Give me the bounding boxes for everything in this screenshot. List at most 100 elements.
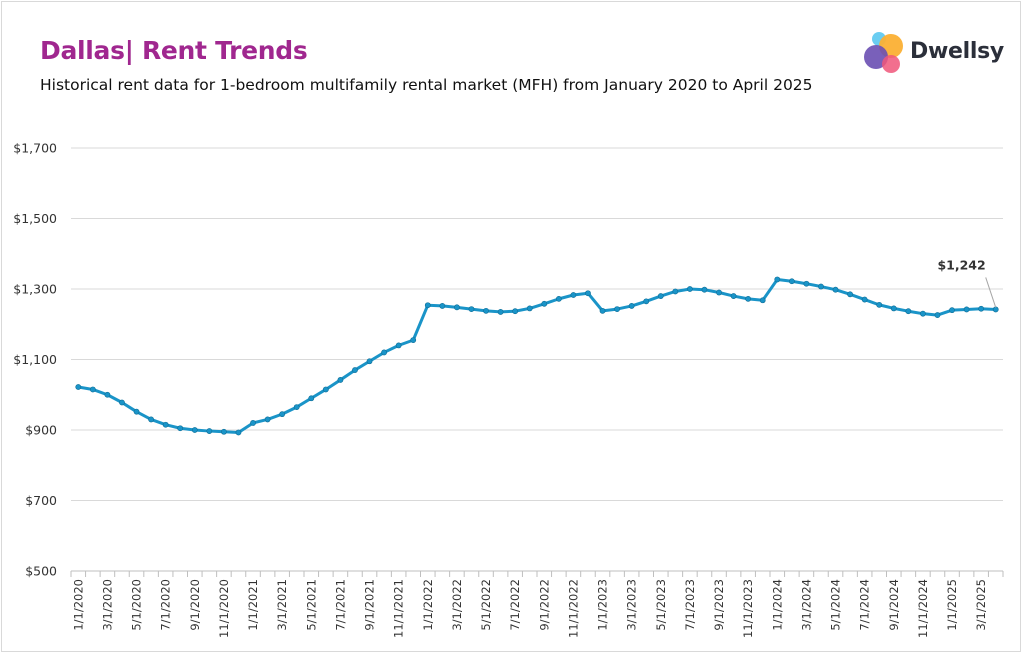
data-point (934, 312, 941, 318)
data-point (206, 428, 213, 434)
x-tick-label: 5/1/2023 (654, 579, 668, 631)
x-tick-label: 1/1/2021 (246, 579, 260, 631)
x-tick-label: 3/1/2022 (450, 579, 464, 631)
data-point (454, 304, 460, 311)
x-tick-label: 3/1/2020 (100, 579, 114, 631)
data-point (701, 286, 708, 293)
data-point (585, 290, 591, 297)
y-tick-label: $900 (25, 423, 57, 438)
data-point (308, 395, 315, 402)
data-point (774, 276, 781, 283)
data-point (410, 337, 417, 344)
data-point (730, 293, 737, 299)
series-markers (75, 276, 999, 436)
x-tick-label: 5/1/2024 (829, 579, 843, 631)
x-tick-label: 7/1/2024 (858, 579, 872, 631)
chart-subtitle: Historical rent data for 1-bedroom multi… (40, 76, 813, 94)
x-tick-label: 5/1/2021 (304, 579, 318, 631)
x-tick-label: 1/1/2020 (71, 579, 85, 631)
x-tick-label: 11/1/2020 (217, 579, 231, 638)
data-point (148, 416, 154, 423)
x-tick-label: 3/1/2021 (275, 579, 289, 631)
x-tick-label: 9/1/2021 (363, 579, 377, 631)
series-line (78, 277, 996, 434)
x-tick-label: 3/1/2023 (625, 579, 639, 631)
y-tick-label: $1,300 (13, 282, 57, 297)
data-point (264, 416, 271, 423)
data-point (162, 421, 169, 428)
x-tick-label: 11/1/2023 (741, 579, 755, 638)
chart-title: Dallas| Rent Trends (40, 36, 308, 65)
x-tick-label: 9/1/2024 (887, 579, 901, 631)
data-point (716, 289, 722, 296)
data-point (541, 300, 548, 307)
x-tick-label: 11/1/2021 (392, 579, 406, 638)
data-point (75, 384, 82, 390)
brand-logo: Dwellsy (862, 30, 1004, 76)
x-tick-label: 1/1/2024 (770, 579, 784, 631)
x-tick-label: 11/1/2024 (916, 579, 930, 638)
x-tick-label: 1/1/2022 (421, 579, 435, 631)
x-tick-label: 5/1/2022 (479, 579, 493, 631)
data-point (978, 305, 985, 312)
x-tick-label: 11/1/2022 (566, 579, 580, 638)
data-point (905, 308, 912, 315)
data-point (250, 420, 256, 426)
data-point (337, 377, 344, 383)
annotation-label: $1,242 (937, 257, 985, 272)
data-point (512, 308, 519, 315)
data-point (876, 301, 883, 308)
y-tick-label: $1,500 (13, 211, 57, 226)
data-point (177, 425, 184, 432)
data-point (468, 306, 475, 312)
x-axis-ticks: 1/1/2020 3/1/2020 5/1/2020 7/1/2020 9/1/2020… (70, 570, 1004, 638)
data-point (803, 280, 810, 287)
annotation-leader-line (985, 277, 997, 308)
data-point (279, 411, 286, 418)
data-point (847, 291, 853, 298)
data-point (643, 298, 650, 305)
y-tick-label: $500 (25, 564, 57, 579)
data-point (614, 306, 620, 312)
y-axis-ticks: $500 $700 $900 $1,100 $1,300 $1,500 $1,700 (13, 141, 57, 579)
data-point (395, 342, 402, 349)
data-point (191, 427, 198, 433)
gridlines (71, 147, 1003, 572)
y-tick-label: $1,700 (13, 141, 57, 156)
x-tick-label: 3/1/2024 (799, 579, 813, 631)
data-point (322, 386, 329, 393)
data-point (366, 358, 373, 365)
data-point (788, 278, 795, 285)
data-point (992, 306, 999, 313)
data-point (861, 296, 868, 303)
data-point (687, 286, 693, 292)
x-tick-label: 3/1/2025 (974, 579, 988, 631)
y-tick-label: $700 (25, 493, 57, 508)
data-point (759, 297, 766, 304)
data-point (497, 309, 504, 315)
data-point (570, 292, 577, 298)
data-point (439, 303, 446, 309)
data-point (920, 310, 926, 317)
data-point (424, 302, 431, 309)
annotations: $1,242 (937, 257, 997, 308)
x-tick-label: 5/1/2020 (130, 579, 144, 631)
y-tick-label: $1,100 (13, 352, 57, 367)
data-point (555, 295, 562, 302)
data-point (352, 367, 358, 373)
data-point (599, 307, 606, 314)
data-point (628, 303, 635, 309)
data-point (745, 295, 752, 302)
x-tick-label: 9/1/2020 (188, 579, 202, 631)
data-point (483, 307, 489, 314)
x-tick-label: 7/1/2021 (333, 579, 347, 631)
data-point (526, 305, 533, 312)
data-point (949, 307, 955, 314)
data-point (657, 293, 664, 299)
data-point (221, 428, 227, 435)
data-point (235, 429, 242, 436)
data-point (818, 283, 824, 290)
x-tick-label: 7/1/2020 (159, 579, 173, 631)
